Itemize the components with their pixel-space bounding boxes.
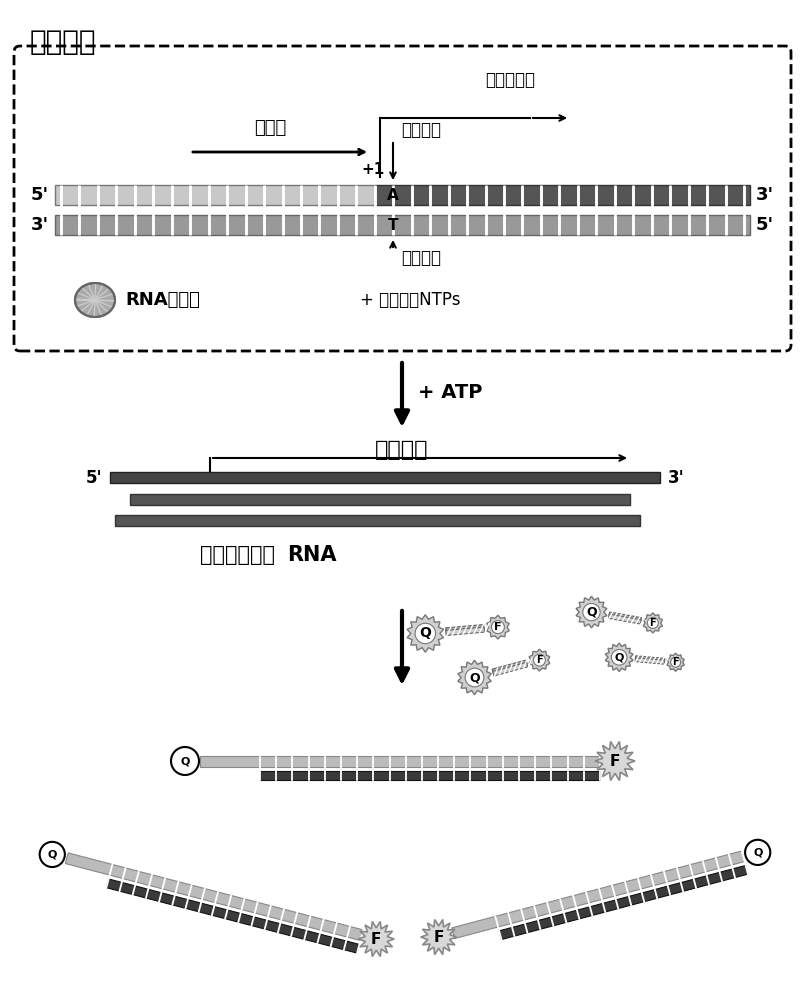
- Text: 转录机器: 转录机器: [30, 28, 97, 56]
- Text: RNA聚合酶: RNA聚合酶: [125, 291, 200, 309]
- Text: F: F: [494, 622, 502, 632]
- Polygon shape: [635, 658, 665, 664]
- Text: Q: Q: [47, 849, 57, 859]
- Polygon shape: [609, 612, 642, 622]
- Polygon shape: [200, 756, 600, 766]
- Text: 启动子: 启动子: [254, 119, 286, 137]
- Text: F: F: [650, 618, 656, 628]
- Polygon shape: [643, 613, 663, 633]
- Text: F: F: [371, 932, 382, 947]
- Circle shape: [39, 842, 65, 867]
- Text: 识别位点: 识别位点: [401, 249, 441, 267]
- Text: 3': 3': [756, 186, 774, 204]
- Circle shape: [465, 668, 484, 687]
- Polygon shape: [635, 656, 665, 662]
- Bar: [130, 494, 630, 505]
- Text: 信号序列: 信号序列: [375, 440, 429, 460]
- Circle shape: [671, 657, 680, 667]
- FancyBboxPatch shape: [14, 46, 791, 351]
- Text: 3': 3': [668, 469, 685, 487]
- Polygon shape: [486, 615, 510, 639]
- Polygon shape: [452, 851, 745, 939]
- Bar: [115, 515, 640, 526]
- Text: 3': 3': [31, 216, 49, 234]
- Circle shape: [491, 621, 505, 634]
- Polygon shape: [492, 660, 527, 674]
- Text: F: F: [434, 930, 444, 945]
- Polygon shape: [458, 660, 491, 695]
- Text: Q: Q: [586, 606, 597, 619]
- Text: 5': 5': [31, 186, 49, 204]
- Polygon shape: [421, 920, 456, 955]
- Polygon shape: [106, 879, 359, 953]
- Text: F: F: [536, 655, 543, 665]
- Text: Q: Q: [753, 847, 762, 857]
- Polygon shape: [260, 770, 600, 780]
- Polygon shape: [667, 653, 684, 671]
- Circle shape: [583, 603, 600, 621]
- Text: 5': 5': [756, 216, 774, 234]
- Ellipse shape: [75, 283, 115, 317]
- Text: Q: Q: [614, 652, 624, 662]
- Polygon shape: [499, 865, 748, 940]
- Polygon shape: [446, 627, 485, 635]
- Bar: [55, 185, 375, 205]
- Polygon shape: [65, 853, 363, 941]
- Polygon shape: [609, 614, 641, 624]
- Circle shape: [745, 840, 770, 865]
- Polygon shape: [358, 921, 394, 957]
- Polygon shape: [605, 643, 634, 672]
- Text: +1: +1: [361, 162, 385, 177]
- Circle shape: [171, 747, 199, 775]
- Circle shape: [611, 649, 627, 665]
- Text: + 其余过量NTPs: + 其余过量NTPs: [360, 291, 460, 309]
- Circle shape: [647, 617, 658, 628]
- Text: Q: Q: [419, 626, 431, 640]
- Text: F: F: [672, 657, 679, 667]
- Polygon shape: [529, 649, 550, 671]
- Text: Q: Q: [469, 671, 480, 684]
- Polygon shape: [407, 615, 444, 652]
- Bar: [110, 472, 660, 483]
- Bar: [55, 215, 750, 235]
- Bar: [375, 185, 750, 205]
- Text: 转录起始点: 转录起始点: [485, 71, 535, 89]
- Polygon shape: [493, 662, 528, 676]
- Text: RNA: RNA: [287, 545, 336, 565]
- Text: Q: Q: [180, 756, 190, 766]
- Circle shape: [415, 623, 436, 644]
- Polygon shape: [576, 596, 607, 628]
- Text: 5': 5': [85, 469, 102, 487]
- Text: F: F: [610, 754, 620, 768]
- Polygon shape: [446, 625, 484, 633]
- Circle shape: [534, 654, 546, 666]
- Text: T: T: [388, 218, 398, 232]
- Polygon shape: [595, 742, 635, 780]
- Text: 完整转录产物: 完整转录产物: [200, 545, 275, 565]
- Text: + ATP: + ATP: [418, 382, 482, 401]
- Text: 目标位点: 目标位点: [401, 121, 441, 139]
- Text: A: A: [387, 188, 398, 202]
